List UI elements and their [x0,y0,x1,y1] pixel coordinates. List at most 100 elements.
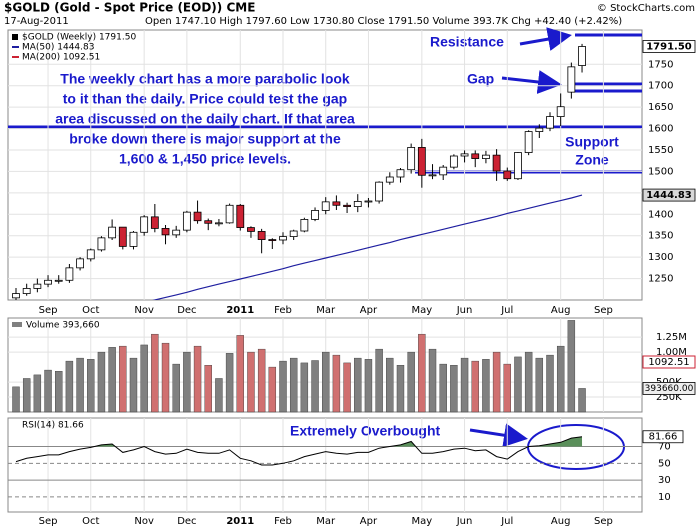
rsi-overbought-fill [94,436,583,447]
candle-body [182,211,191,231]
volume-bar [247,351,255,413]
volume-bar [161,342,170,413]
x-tick-label: Jun [456,516,473,527]
volume-bar [236,335,244,413]
volume-bar [503,363,511,413]
x-tick-label: Sep [39,516,58,527]
x-tick-label: Sep [594,516,613,527]
volume-bar [322,351,330,413]
x-tick-label: Aug [551,516,571,527]
y-tick-label: 1500 [648,166,673,177]
candle-body [108,226,117,239]
note: The weekly chart has a more parabolic lo… [60,71,350,87]
volume-bar [492,351,501,413]
candle-body [140,216,149,233]
candle-body [247,227,255,232]
candle-body [482,154,490,159]
candle-body [524,131,533,153]
candle-body [417,147,426,176]
x-tick-label: May [411,516,432,527]
resistance-label: Resistance [430,34,504,50]
x-tick-label: Dec [177,305,196,316]
note: to it than the daily. Price could test t… [63,91,347,107]
candle-body [129,231,138,247]
volume-bar [567,320,576,413]
candle-body [225,204,234,224]
legend-entry: MA(200) 1092.51 [22,53,100,63]
x-tick-label: Dec [177,516,196,527]
candle-body [86,249,95,260]
volume-bar [76,357,84,413]
x-tick-label: Oct [82,305,99,316]
y-tick-label: 1700 [648,81,673,92]
candle-body [428,174,437,177]
price-tag [642,40,696,53]
candle-body [396,169,405,178]
volume-bar [375,348,383,413]
note: 1,600 & 1,450 price levels. [119,151,291,167]
volume-tag [642,382,696,395]
volume-bar [289,357,298,413]
x-tick-label: May [411,305,432,316]
volume-bar [364,359,373,413]
candle-body [300,219,309,232]
rsi-panel [7,417,643,513]
candle-body [22,288,31,294]
volume-bar [193,345,202,413]
volume-bar [450,365,458,413]
candle-body [556,106,565,117]
legend-marker [12,34,18,40]
y-tick-label: 1350 [648,231,673,242]
candle-body [546,116,554,129]
quote: Open 1747.10 High 1797.60 Low 1730.80 Cl… [145,16,622,27]
y-tick-label: 10 [658,492,671,503]
overbought-label: Extremely Overbought [290,423,440,439]
volume-bar [257,348,266,413]
candle-body [204,220,213,224]
y-tick-label: 1300 [648,252,673,263]
candle-body [321,201,330,211]
candle-body [385,176,394,183]
candle-body [12,293,20,299]
candle-body [257,231,266,240]
ma-tag-label: 1444.83 [646,190,692,201]
volume-bar [225,353,234,413]
volume-bar [439,363,447,413]
rsi-legend: RSI(14) 81.66 [22,421,84,431]
candle-body [449,155,458,168]
x-tick-label: Jun [456,305,473,316]
candle-body [97,237,106,251]
candle-body [578,46,586,66]
y-tick-label: 50 [658,458,671,469]
x-tick-label: Sep [594,305,613,316]
x-tick-label: Apr [360,305,378,316]
ma-tag [642,188,696,202]
volume-bar [471,360,479,413]
candle-body [268,239,277,241]
volume-bar [140,344,148,413]
candles [12,43,586,300]
x-tick-label: Feb [274,305,292,316]
volume-bar [407,351,415,413]
chart-title: $GOLD (Gold - Spot Price (EOD)) CME [4,1,255,15]
volume-bar [578,388,586,413]
candle-body [54,279,63,282]
volume-bar [396,365,405,413]
volume-bar [279,360,287,413]
x-tick-label: Nov [134,305,154,316]
candle-body [33,283,42,289]
y-tick-label: 1400 [648,209,673,220]
support-label: Support [565,134,619,150]
price-panel [7,29,643,301]
y-tick-label: 1550 [648,145,673,156]
volume-bar [460,357,469,413]
candle-body [279,236,287,241]
rsi-tag [642,430,684,444]
candle-body [44,279,52,285]
x-tick-label: Jul [500,305,513,316]
note: broke down there is major support at the [69,131,341,147]
volume-bar [482,359,490,413]
x-tick-label: Sep [39,305,58,316]
candle-body [471,153,480,159]
volume-bar [332,354,341,413]
